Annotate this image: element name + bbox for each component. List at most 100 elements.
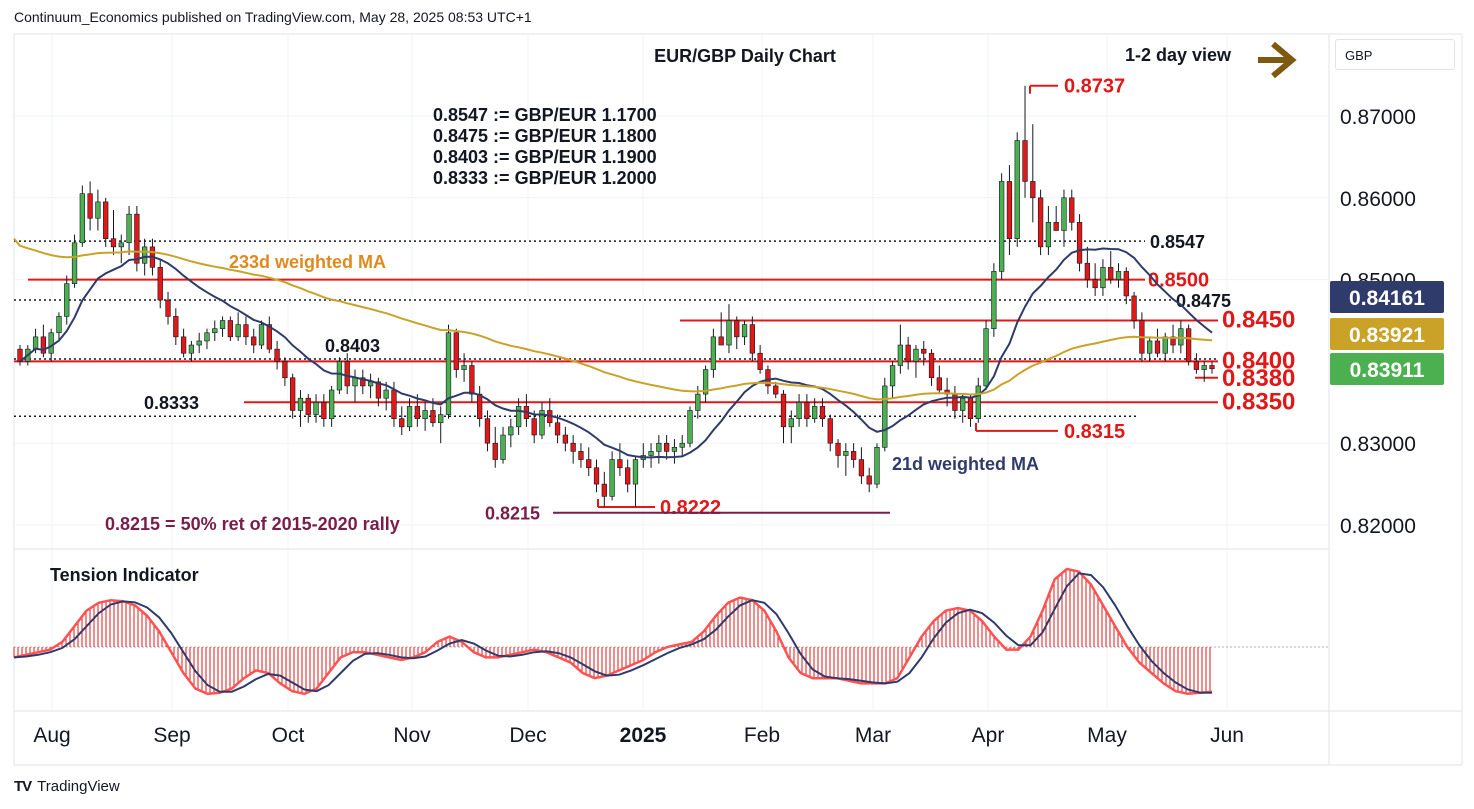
candle-body (960, 397, 966, 411)
candle-body (118, 242, 124, 248)
level-label: 0.8737 (1064, 76, 1125, 98)
level-label: 0.8500 (1148, 270, 1209, 292)
y-axis-tick: 0.87000 (1340, 106, 1416, 129)
candle-body (79, 193, 85, 244)
candle-body (1131, 295, 1137, 321)
candle-body (664, 442, 670, 452)
candle (640, 443, 646, 468)
candle (305, 394, 311, 423)
candle (812, 398, 818, 423)
candle-body (110, 238, 117, 248)
candle-body (625, 467, 631, 485)
candle-body (874, 446, 880, 485)
candle (515, 398, 522, 436)
candle-body (1069, 197, 1075, 223)
candle (445, 324, 452, 419)
candle (1076, 214, 1083, 272)
candle (578, 443, 584, 468)
candle (453, 328, 459, 378)
candle (360, 369, 366, 395)
candle (905, 336, 911, 370)
candle-body (103, 201, 109, 240)
candle (157, 259, 163, 309)
candle (625, 459, 631, 493)
x-axis-labels: Aug Sep Oct Nov Dec 2025 Feb Mar Apr May Jun (33, 724, 1244, 747)
candle-body (617, 459, 623, 469)
candle-body (399, 418, 405, 428)
candle-body (484, 418, 491, 444)
level-label: 0.8215 (485, 504, 540, 524)
x-axis-label: Oct (272, 724, 305, 747)
candle (1006, 165, 1013, 256)
conversion-note: 0.8403 := GBP/EUR 1.1900 (433, 147, 657, 167)
candle-body (586, 459, 592, 469)
candle-body (188, 344, 195, 354)
candle-body (266, 324, 272, 350)
candle-body (570, 442, 576, 452)
candle (1053, 205, 1059, 231)
candle-body (734, 320, 740, 338)
candle-body (757, 352, 763, 370)
candle (936, 365, 942, 395)
candle-body (196, 340, 202, 346)
candle (1193, 353, 1200, 374)
ma21-label: 21d weighted MA (892, 454, 1039, 474)
candle (921, 340, 927, 366)
candle-body (258, 324, 265, 346)
candle-body (1022, 140, 1028, 182)
candle (1123, 267, 1129, 305)
candle-body (843, 451, 849, 456)
currency-label[interactable]: GBP (1335, 39, 1455, 70)
candle-body (515, 406, 522, 428)
candle-body (282, 361, 288, 379)
candle-body (445, 332, 452, 415)
footer: TV TradingView (14, 778, 120, 795)
candle-body (804, 401, 810, 419)
candle-body (180, 336, 187, 354)
candle-body (796, 401, 802, 419)
candle (17, 345, 23, 366)
candle (188, 340, 195, 362)
candle-body (1201, 365, 1207, 370)
candle (1022, 85, 1028, 198)
view-label: 1-2 day view (1125, 45, 1232, 65)
candle (212, 320, 218, 341)
candle (843, 443, 849, 476)
price-label: 0.83921 (1349, 324, 1425, 347)
candle (1131, 291, 1137, 329)
candle-body (983, 328, 989, 387)
candle-body (157, 267, 163, 301)
candle-body (656, 442, 662, 452)
candle-body (967, 397, 974, 419)
ma233-line (13, 238, 1213, 401)
candle (1069, 189, 1075, 231)
candle (617, 443, 623, 476)
candle (952, 385, 958, 419)
candle (258, 320, 265, 350)
candle-body (741, 324, 748, 338)
ma233-label: 233d weighted MA (229, 252, 386, 272)
candle-body (1147, 340, 1153, 354)
candle (297, 390, 304, 427)
candle-body (406, 406, 413, 428)
candle-body (243, 324, 249, 338)
candle-body (1084, 262, 1090, 280)
candle (718, 312, 724, 346)
y-axis-tick: 0.86000 (1340, 188, 1416, 211)
candle-body (1185, 328, 1192, 362)
x-axis-label: May (1087, 724, 1127, 747)
candle (1100, 259, 1106, 296)
level-label: 0.8222 (660, 497, 721, 519)
candle-body (827, 418, 833, 444)
candle (1084, 246, 1090, 288)
candle-body (48, 332, 54, 354)
candle (999, 173, 1005, 280)
candle-body (710, 336, 717, 370)
candle (648, 443, 654, 468)
candle (827, 414, 833, 452)
candle (874, 443, 880, 489)
candle-body (274, 348, 280, 362)
candle-body (812, 406, 818, 419)
candle (656, 435, 662, 464)
candle (889, 361, 896, 399)
